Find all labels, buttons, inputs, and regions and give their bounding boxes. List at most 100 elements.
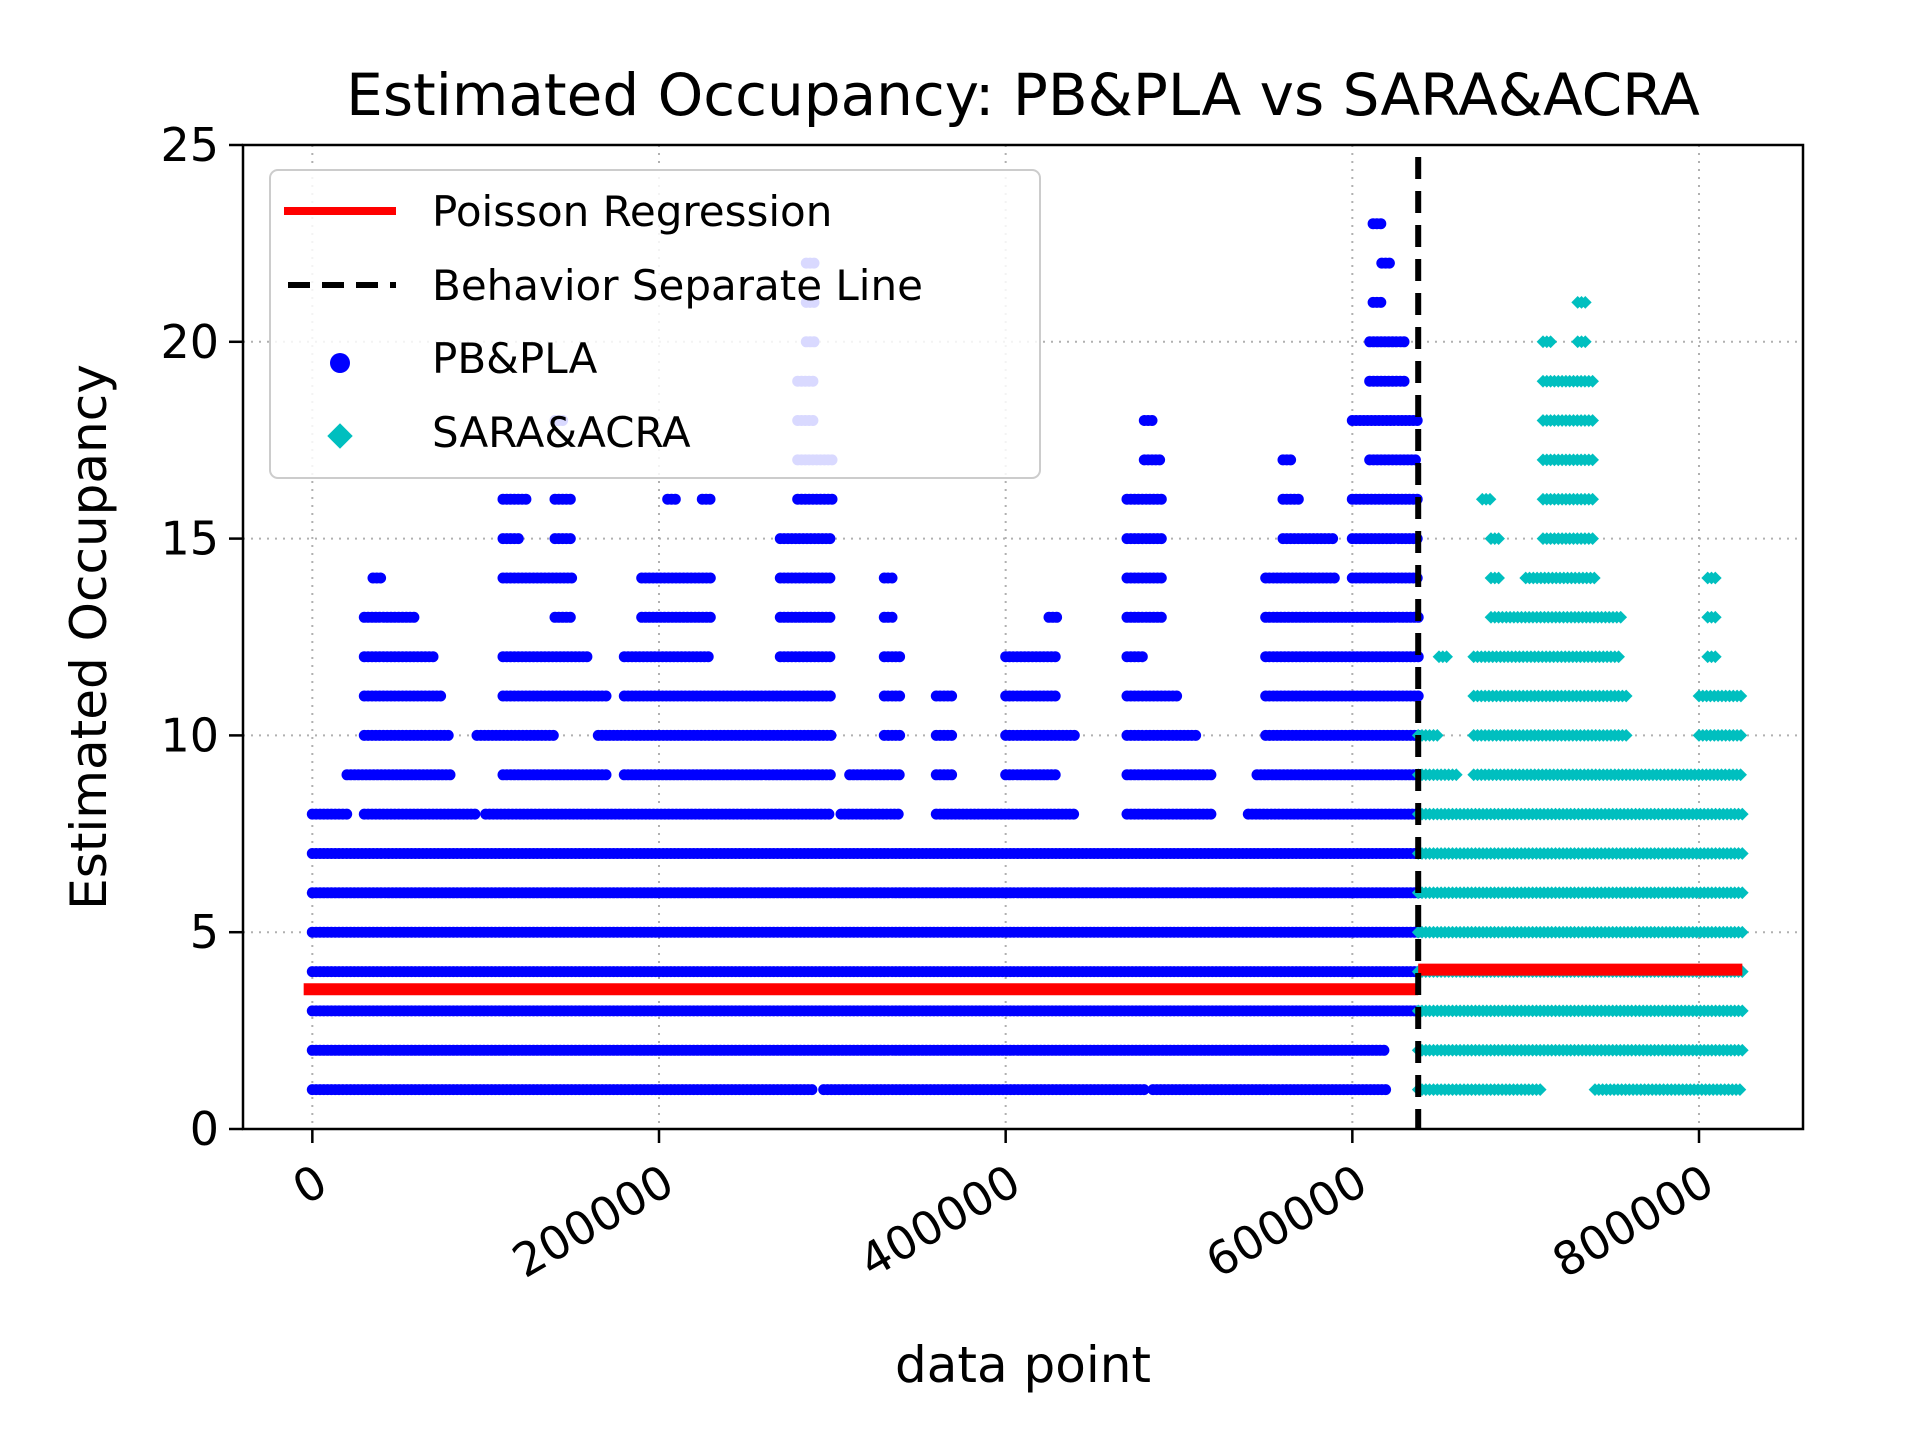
x-axis-ticks: 0 200000 400000 600000 800000 — [283, 1129, 1723, 1289]
data-point — [1138, 1084, 1150, 1096]
y-tick-label: 0 — [190, 1102, 219, 1156]
data-point — [520, 493, 532, 505]
data-point — [1205, 769, 1217, 781]
legend-swatch-pbpla — [330, 353, 350, 373]
data-point — [669, 493, 681, 505]
data-point — [1049, 690, 1061, 702]
data-point — [547, 729, 559, 741]
legend-label-saraacra: SARA&ACRA — [432, 408, 691, 457]
data-point — [1735, 1043, 1749, 1057]
data-point — [1733, 1083, 1747, 1096]
data-point — [1380, 1084, 1392, 1096]
x-axis-label: data point — [895, 1336, 1151, 1394]
data-point — [1398, 375, 1410, 387]
data-point — [704, 493, 716, 505]
y-tick-label: 20 — [160, 315, 219, 369]
data-point — [894, 651, 906, 663]
data-point — [1409, 454, 1421, 466]
data-point — [824, 651, 836, 663]
data-point — [1398, 336, 1410, 348]
data-point — [1136, 651, 1148, 663]
data-point — [946, 769, 958, 781]
data-point — [892, 808, 904, 820]
data-point — [566, 572, 578, 584]
data-point — [1155, 493, 1167, 505]
data-point — [825, 729, 837, 741]
data-point — [1155, 533, 1167, 545]
data-point — [894, 690, 906, 702]
data-point — [824, 690, 836, 702]
legend-swatch-saraacra — [327, 423, 353, 449]
data-point — [375, 572, 387, 584]
y-tick-label: 10 — [160, 708, 219, 762]
data-point — [435, 690, 447, 702]
data-point — [564, 533, 576, 545]
series-pb-pla — [306, 218, 1424, 1096]
data-point — [824, 572, 836, 584]
data-point — [806, 1084, 818, 1096]
data-point — [600, 769, 612, 781]
data-point — [408, 611, 420, 623]
data-point — [823, 808, 835, 820]
legend-label-behavior-separate-line: Behavior Separate Line — [432, 261, 923, 310]
data-point — [600, 690, 612, 702]
data-point — [444, 769, 456, 781]
data-point — [427, 651, 439, 663]
data-point — [1190, 729, 1202, 741]
data-point — [1292, 493, 1304, 505]
data-point — [512, 533, 524, 545]
data-point — [824, 769, 836, 781]
data-point — [1533, 1083, 1547, 1096]
chart-title: Estimated Occupancy: PB&PLA vs SARA&ACRA — [346, 61, 1700, 129]
data-point — [1155, 611, 1167, 623]
data-point — [1375, 296, 1387, 308]
regression-lines — [303, 157, 1743, 1129]
x-tick-label: 600000 — [1197, 1154, 1376, 1289]
data-point — [824, 533, 836, 545]
data-point — [946, 690, 958, 702]
data-point — [1049, 651, 1061, 663]
data-point — [1146, 415, 1158, 426]
data-point — [886, 572, 898, 584]
x-tick-label: 200000 — [503, 1154, 682, 1289]
data-point — [581, 651, 593, 663]
data-point — [1049, 769, 1061, 781]
data-point — [564, 493, 576, 505]
data-point — [1378, 1044, 1390, 1056]
data-point — [1285, 454, 1297, 466]
y-tick-label: 15 — [160, 512, 219, 566]
legend-label-pbpla: PB&PLA — [432, 334, 598, 383]
data-point — [1383, 257, 1395, 269]
series-sara-acra — [1411, 296, 1749, 1096]
data-point — [564, 611, 576, 623]
data-point — [1068, 729, 1080, 741]
data-point — [1412, 690, 1424, 702]
x-tick-label: 0 — [283, 1154, 335, 1215]
data-point — [702, 651, 714, 663]
data-point — [704, 611, 716, 623]
data-points — [306, 218, 1749, 1096]
data-point — [341, 808, 353, 820]
x-tick-label: 800000 — [1543, 1154, 1722, 1289]
data-point — [1155, 572, 1167, 584]
data-point — [1171, 690, 1183, 702]
legend: Poisson Regression Behavior Separate Lin… — [269, 169, 1041, 479]
data-point — [946, 729, 958, 741]
data-point — [894, 729, 906, 741]
data-point — [1051, 611, 1063, 623]
data-point — [1328, 572, 1340, 584]
data-point — [893, 769, 905, 781]
data-point — [824, 611, 836, 623]
data-point — [442, 729, 454, 741]
legend-label-poisson-regression: Poisson Regression — [432, 187, 832, 236]
data-point — [1375, 218, 1387, 230]
data-point — [1327, 533, 1339, 545]
data-point — [1411, 415, 1423, 426]
data-point — [1068, 808, 1080, 820]
data-point — [1205, 808, 1217, 820]
data-point — [886, 611, 898, 623]
x-tick-label: 400000 — [850, 1154, 1029, 1289]
data-point — [469, 808, 481, 820]
